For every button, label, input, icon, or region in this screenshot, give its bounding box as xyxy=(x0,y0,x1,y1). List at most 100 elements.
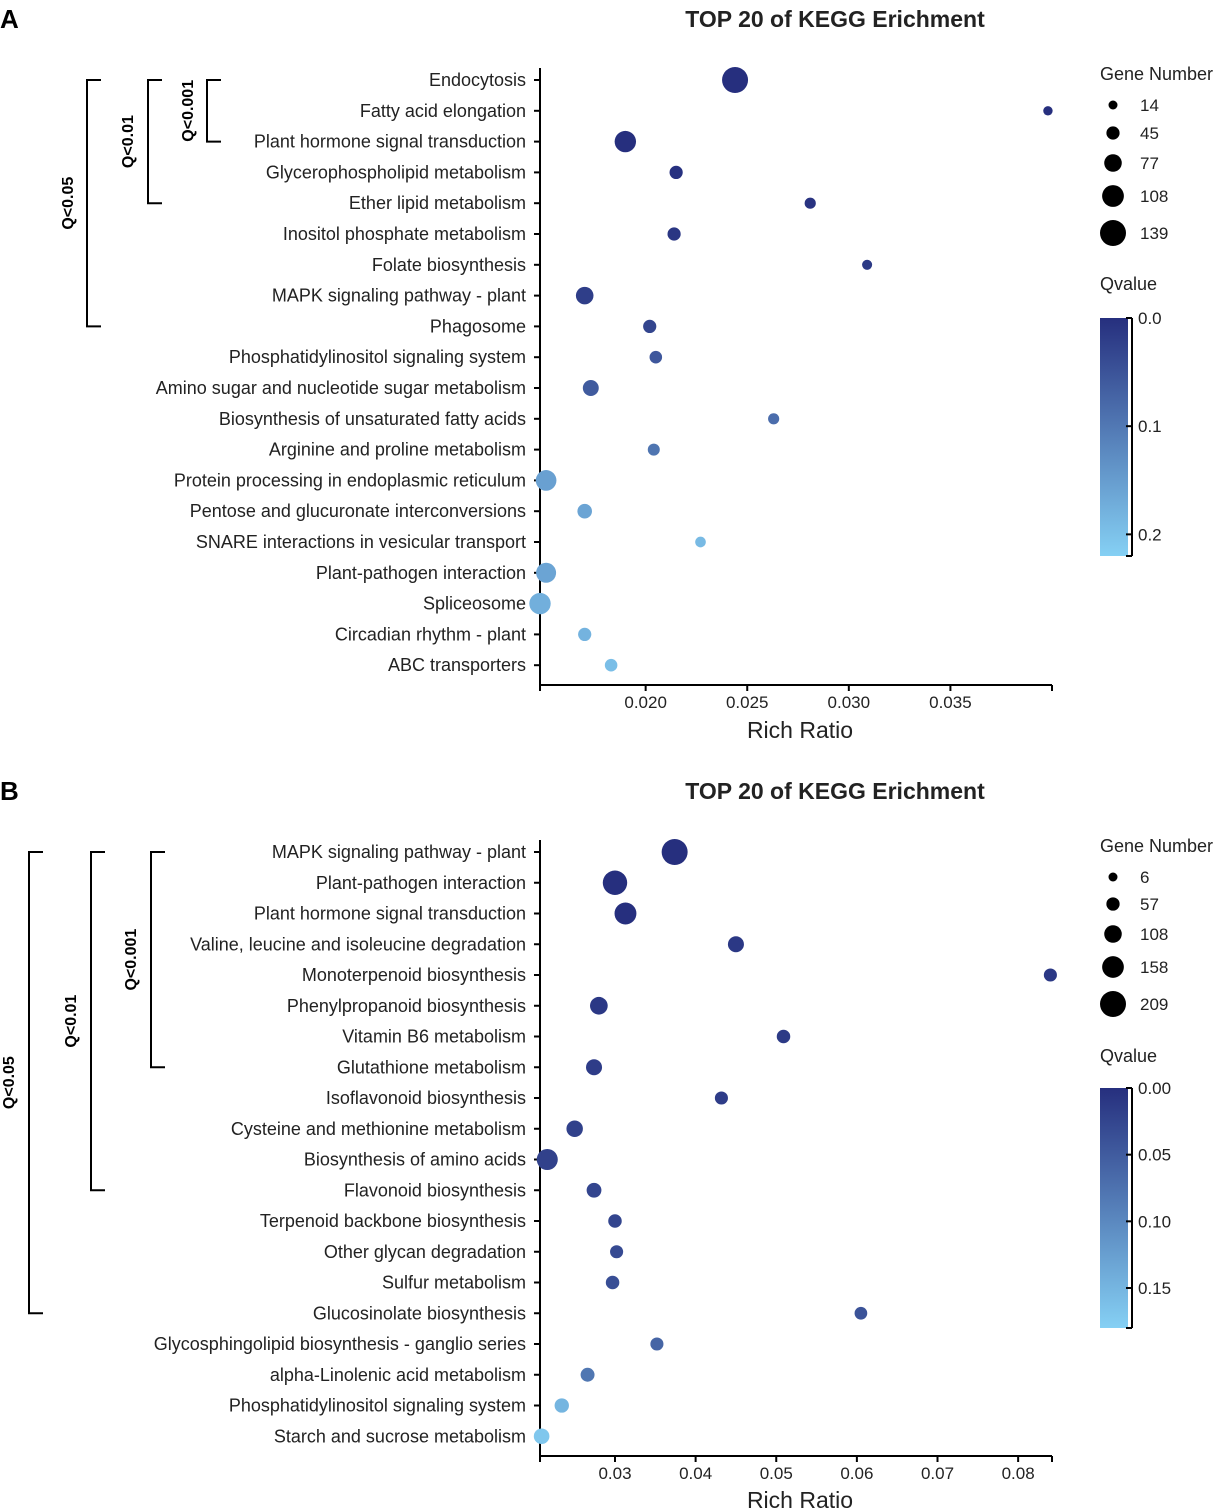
data-point xyxy=(535,470,557,491)
significance-bracket-label: Q<0.01 xyxy=(120,115,137,168)
category-label: Phenylpropanoid biosynthesis xyxy=(287,996,526,1016)
significance-bracket xyxy=(90,851,105,1192)
data-point xyxy=(566,1120,583,1137)
x-axis-label: Rich Ratio xyxy=(747,717,853,743)
data-point xyxy=(536,1148,558,1171)
significance-bracket-label: Q<0.001 xyxy=(180,80,197,142)
data-point xyxy=(862,259,873,270)
category-label: Arginine and proline metabolism xyxy=(269,440,526,460)
category-label: Cysteine and methionine metabolism xyxy=(231,1119,526,1139)
significance-bracket xyxy=(86,79,101,328)
qvalue-legend-title: Qvalue xyxy=(1100,274,1157,294)
category-label: Glucosinolate biosynthesis xyxy=(313,1303,526,1323)
x-tick-label: 0.06 xyxy=(840,1464,873,1483)
data-point xyxy=(650,1337,664,1351)
data-point xyxy=(610,1245,624,1259)
category-label: Biosynthesis of amino acids xyxy=(304,1150,526,1170)
category-label: ABC transporters xyxy=(388,655,526,675)
size-legend-label: 139 xyxy=(1140,224,1168,243)
qvalue-legend-title: Qvalue xyxy=(1100,1046,1157,1066)
category-label: Circadian rhythm - plant xyxy=(335,624,526,644)
chart-title: TOP 20 of KEGG Erichment xyxy=(685,778,985,804)
x-tick-label: 0.05 xyxy=(760,1464,793,1483)
category-label: MAPK signaling pathway - plant xyxy=(272,286,526,306)
size-legend-dot xyxy=(1102,185,1124,207)
size-legend-label: 158 xyxy=(1140,958,1168,977)
data-point xyxy=(586,1059,603,1076)
data-point xyxy=(586,1182,602,1198)
x-tick-label: 0.020 xyxy=(624,693,667,712)
data-point xyxy=(536,562,557,583)
data-point xyxy=(647,443,660,456)
data-point xyxy=(577,503,592,519)
data-point xyxy=(582,380,599,396)
category-label: Plant hormone signal transduction xyxy=(254,904,526,924)
qvalue-colorbar xyxy=(1100,1088,1128,1328)
data-point xyxy=(1043,968,1057,982)
data-point xyxy=(768,413,780,425)
data-point xyxy=(649,350,663,364)
category-label: Amino sugar and nucleotide sugar metabol… xyxy=(156,378,526,398)
data-point xyxy=(722,67,749,93)
data-point xyxy=(714,1091,728,1105)
size-legend-dot xyxy=(1106,126,1120,140)
panel-b: B TOP 20 of KEGG Erichment MAPK signaling … xyxy=(0,776,1213,1509)
data-point xyxy=(605,1275,620,1290)
significance-bracket-label: Q<0.05 xyxy=(60,177,77,230)
category-label: Phosphatidylinositol signaling system xyxy=(229,347,526,367)
category-label: Protein processing in endoplasmic reticu… xyxy=(174,470,526,490)
colorbar-tick-label: 0.00 xyxy=(1138,1079,1171,1098)
data-point xyxy=(614,902,637,925)
category-label: Glycerophospholipid metabolism xyxy=(266,162,526,182)
data-point xyxy=(578,627,592,642)
category-label: Glycosphingolipid biosynthesis - ganglio… xyxy=(154,1334,526,1354)
data-point xyxy=(602,870,628,895)
category-label: SNARE interactions in vesicular transpor… xyxy=(196,532,526,552)
colorbar-tick-label: 0.15 xyxy=(1138,1279,1171,1298)
category-label: Biosynthesis of unsaturated fatty acids xyxy=(219,409,526,429)
data-point xyxy=(604,658,618,672)
category-label: Inositol phosphate metabolism xyxy=(283,224,526,244)
size-legend-dot xyxy=(1108,872,1118,882)
size-legend-dot xyxy=(1100,991,1126,1017)
colorbar-tick-label: 0.10 xyxy=(1138,1212,1171,1231)
panel-letter: B xyxy=(0,776,19,806)
panel-a: A TOP 20 of KEGG Erichment Endocytosis Fatt… xyxy=(0,4,1213,743)
category-label: Isoflavonoid biosynthesis xyxy=(326,1088,526,1108)
colorbar-tick-label: 0.1 xyxy=(1138,417,1162,436)
size-legend-title: Gene Number xyxy=(1100,64,1213,84)
colorbar-tick-label: 0.05 xyxy=(1138,1146,1171,1165)
data-point xyxy=(695,536,706,548)
data-point xyxy=(529,592,551,615)
category-label: Spliceosome xyxy=(423,594,526,614)
significance-bracket-label: Q<0.01 xyxy=(63,995,80,1048)
category-label: Monoterpenoid biosynthesis xyxy=(302,965,526,985)
data-point xyxy=(590,996,608,1015)
data-point xyxy=(727,936,744,953)
category-label: Terpenoid backbone biosynthesis xyxy=(260,1211,526,1231)
data-point xyxy=(643,319,657,334)
size-legend-dot xyxy=(1104,154,1122,172)
size-legend-label: 209 xyxy=(1140,995,1168,1014)
data-point xyxy=(554,1398,569,1413)
colorbar-tick-label: 0.0 xyxy=(1138,309,1162,328)
data-point xyxy=(667,227,681,241)
category-label: Valine, leucine and isoleucine degradati… xyxy=(190,934,526,954)
category-label: Plant hormone signal transduction xyxy=(254,132,526,152)
category-label: Ether lipid metabolism xyxy=(349,193,526,213)
data-point xyxy=(804,197,816,209)
x-tick-label: 0.035 xyxy=(929,693,972,712)
category-label: Flavonoid biosynthesis xyxy=(344,1180,526,1200)
category-label: alpha-Linolenic acid metabolism xyxy=(270,1365,526,1385)
colorbar-tick-label: 0.2 xyxy=(1138,525,1162,544)
significance-bracket-label: Q<0.001 xyxy=(123,929,140,991)
category-label: Sulfur metabolism xyxy=(382,1273,526,1293)
size-legend-label: 14 xyxy=(1140,96,1159,115)
size-legend-label: 57 xyxy=(1140,895,1159,914)
data-point xyxy=(854,1306,868,1320)
data-point xyxy=(608,1214,622,1228)
size-legend-label: 77 xyxy=(1140,154,1159,173)
size-legend-label: 45 xyxy=(1140,124,1159,143)
significance-bracket-label: Q<0.05 xyxy=(1,1056,18,1109)
